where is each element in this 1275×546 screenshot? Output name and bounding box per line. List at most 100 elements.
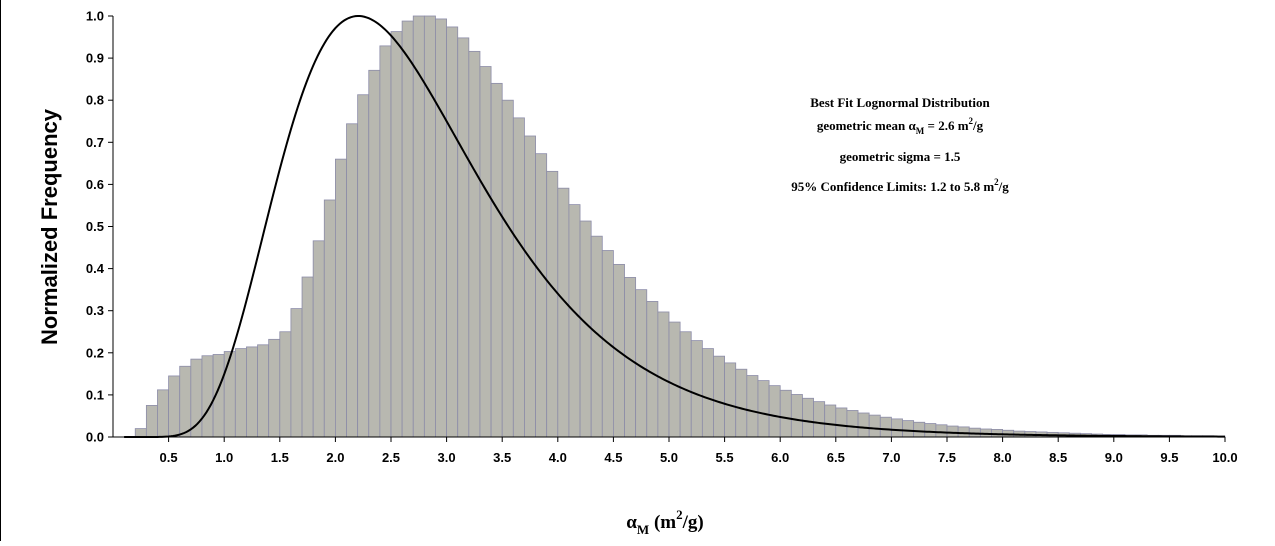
x-axis-title-subscript: M (637, 522, 649, 537)
histogram-bar (646, 301, 659, 438)
histogram-bar (868, 414, 881, 438)
annotation-line-2-mid: = 2.6 m (924, 118, 968, 133)
histogram-bar (524, 135, 536, 438)
histogram-bar (279, 331, 292, 438)
histogram-bar (757, 380, 770, 438)
histogram-bar (802, 397, 814, 438)
histogram-bar (557, 187, 570, 438)
histogram-bar (535, 153, 548, 438)
histogram-bar (512, 117, 525, 438)
annotation-line-3: geometric sigma = 1.5 (840, 149, 961, 164)
annotation-line-2-subscript: M (916, 126, 925, 136)
annotation-line-4: 95% Confidence Limits: 1.2 to 5.8 m2/g (791, 177, 1009, 194)
histogram-bar (334, 158, 347, 438)
x-tick-label: 1.0 (215, 450, 233, 465)
histogram-bar (690, 340, 703, 438)
x-tick-label: 1.5 (271, 450, 289, 465)
annotation-line-2-prefix: geometric mean (817, 118, 909, 133)
y-tick-label: 0.8 (86, 93, 104, 108)
histogram-bar (713, 355, 725, 438)
y-tick-label: 0.7 (86, 135, 104, 150)
histogram-bar (423, 15, 436, 438)
histogram-bar (401, 20, 414, 438)
annotation-line-4-prefix: 95% Confidence Limits: 1.2 to 5.8 m (791, 179, 994, 194)
x-axis-ticks: 0.5 1.0 1.5 2.0 2.5 3.0 3.5 4.0 4.5 5.0 5.5 6.0 6.5 7… (160, 437, 1238, 465)
x-axis-title: αM (m2/g) (626, 507, 703, 537)
histogram-bar (312, 240, 325, 438)
x-tick-label: 7.5 (938, 450, 956, 465)
histogram-bar (891, 418, 903, 438)
histogram-bar (679, 331, 692, 438)
histogram-bar (957, 426, 970, 438)
x-axis-title-unit-close: /g) (682, 512, 704, 533)
y-axis-ticks: 0.0 0.1 0.2 0.3 0.4 0.5 0.6 0.7 0.8 0.9 1.0 (86, 9, 113, 445)
histogram-bar (479, 66, 492, 438)
histogram-bar (246, 346, 258, 438)
histogram-bar (490, 82, 503, 438)
fit-annotation: Best Fit Lognormal Distribution geometri… (791, 95, 1009, 194)
histogram-bar (301, 276, 314, 438)
x-axis-title-unit-open: (m (649, 512, 676, 533)
y-tick-label: 0.3 (86, 303, 104, 318)
histogram-bar (579, 220, 592, 438)
x-tick-label: 5.0 (660, 450, 678, 465)
x-tick-label: 7.0 (882, 450, 900, 465)
annotation-line-2-symbol: α (909, 118, 917, 133)
y-tick-label: 0.1 (86, 387, 104, 402)
y-axis-title: Normalized Frequency (37, 108, 62, 345)
x-tick-label: 8.5 (1049, 450, 1067, 465)
histogram-bar (824, 404, 837, 438)
histogram-bar (946, 425, 959, 438)
x-axis-title-unit-sup: 2 (676, 507, 683, 522)
x-tick-label: 4.0 (549, 450, 567, 465)
histogram-bar (234, 348, 247, 438)
x-tick-label: 10.0 (1212, 450, 1237, 465)
histogram-bar (879, 416, 892, 438)
histogram-bar (735, 368, 748, 438)
x-tick-label: 2.5 (382, 450, 400, 465)
y-tick-label: 0.9 (86, 51, 104, 66)
histogram-bar (924, 423, 937, 438)
x-tick-label: 0.5 (160, 450, 178, 465)
histogram-bar (179, 365, 192, 438)
y-tick-label: 1.0 (86, 9, 104, 24)
histogram-bar (201, 355, 214, 438)
x-tick-label: 4.5 (604, 450, 622, 465)
histogram-bar (813, 401, 826, 438)
histogram-bar (435, 18, 448, 438)
histogram-bar (357, 94, 370, 438)
x-tick-label: 9.0 (1105, 450, 1123, 465)
histogram-bar (145, 405, 158, 438)
histogram-bar (168, 375, 181, 438)
histogram-bar (468, 50, 481, 438)
histogram-bar (446, 26, 459, 438)
x-tick-label: 6.5 (827, 450, 845, 465)
histogram-bar (746, 375, 759, 438)
histogram-bar (457, 37, 470, 438)
histogram-bar (501, 99, 514, 438)
y-tick-label: 0.2 (86, 345, 104, 360)
histogram-bar (368, 69, 381, 438)
x-tick-label: 2.0 (326, 450, 344, 465)
x-tick-label: 3.0 (438, 450, 456, 465)
histogram-bar (134, 428, 147, 438)
histogram-bar (290, 308, 303, 438)
histogram-bar (390, 31, 403, 438)
histogram-bar (223, 351, 236, 438)
histogram-bar (790, 394, 803, 438)
histogram-bar (902, 420, 915, 438)
histogram-bar (546, 170, 559, 438)
histogram-bar (768, 385, 781, 438)
histogram-bar (257, 344, 270, 438)
histogram-bar (857, 412, 870, 438)
annotation-line-4-suffix: /g (998, 179, 1010, 194)
y-tick-label: 0.4 (86, 261, 105, 276)
histogram-bar (268, 338, 281, 438)
x-tick-label: 6.0 (771, 450, 789, 465)
x-axis-title-symbol: α (626, 512, 637, 533)
histogram-bar (835, 407, 848, 438)
annotation-line-2: geometric mean αM = 2.6 m2/g (817, 116, 984, 136)
